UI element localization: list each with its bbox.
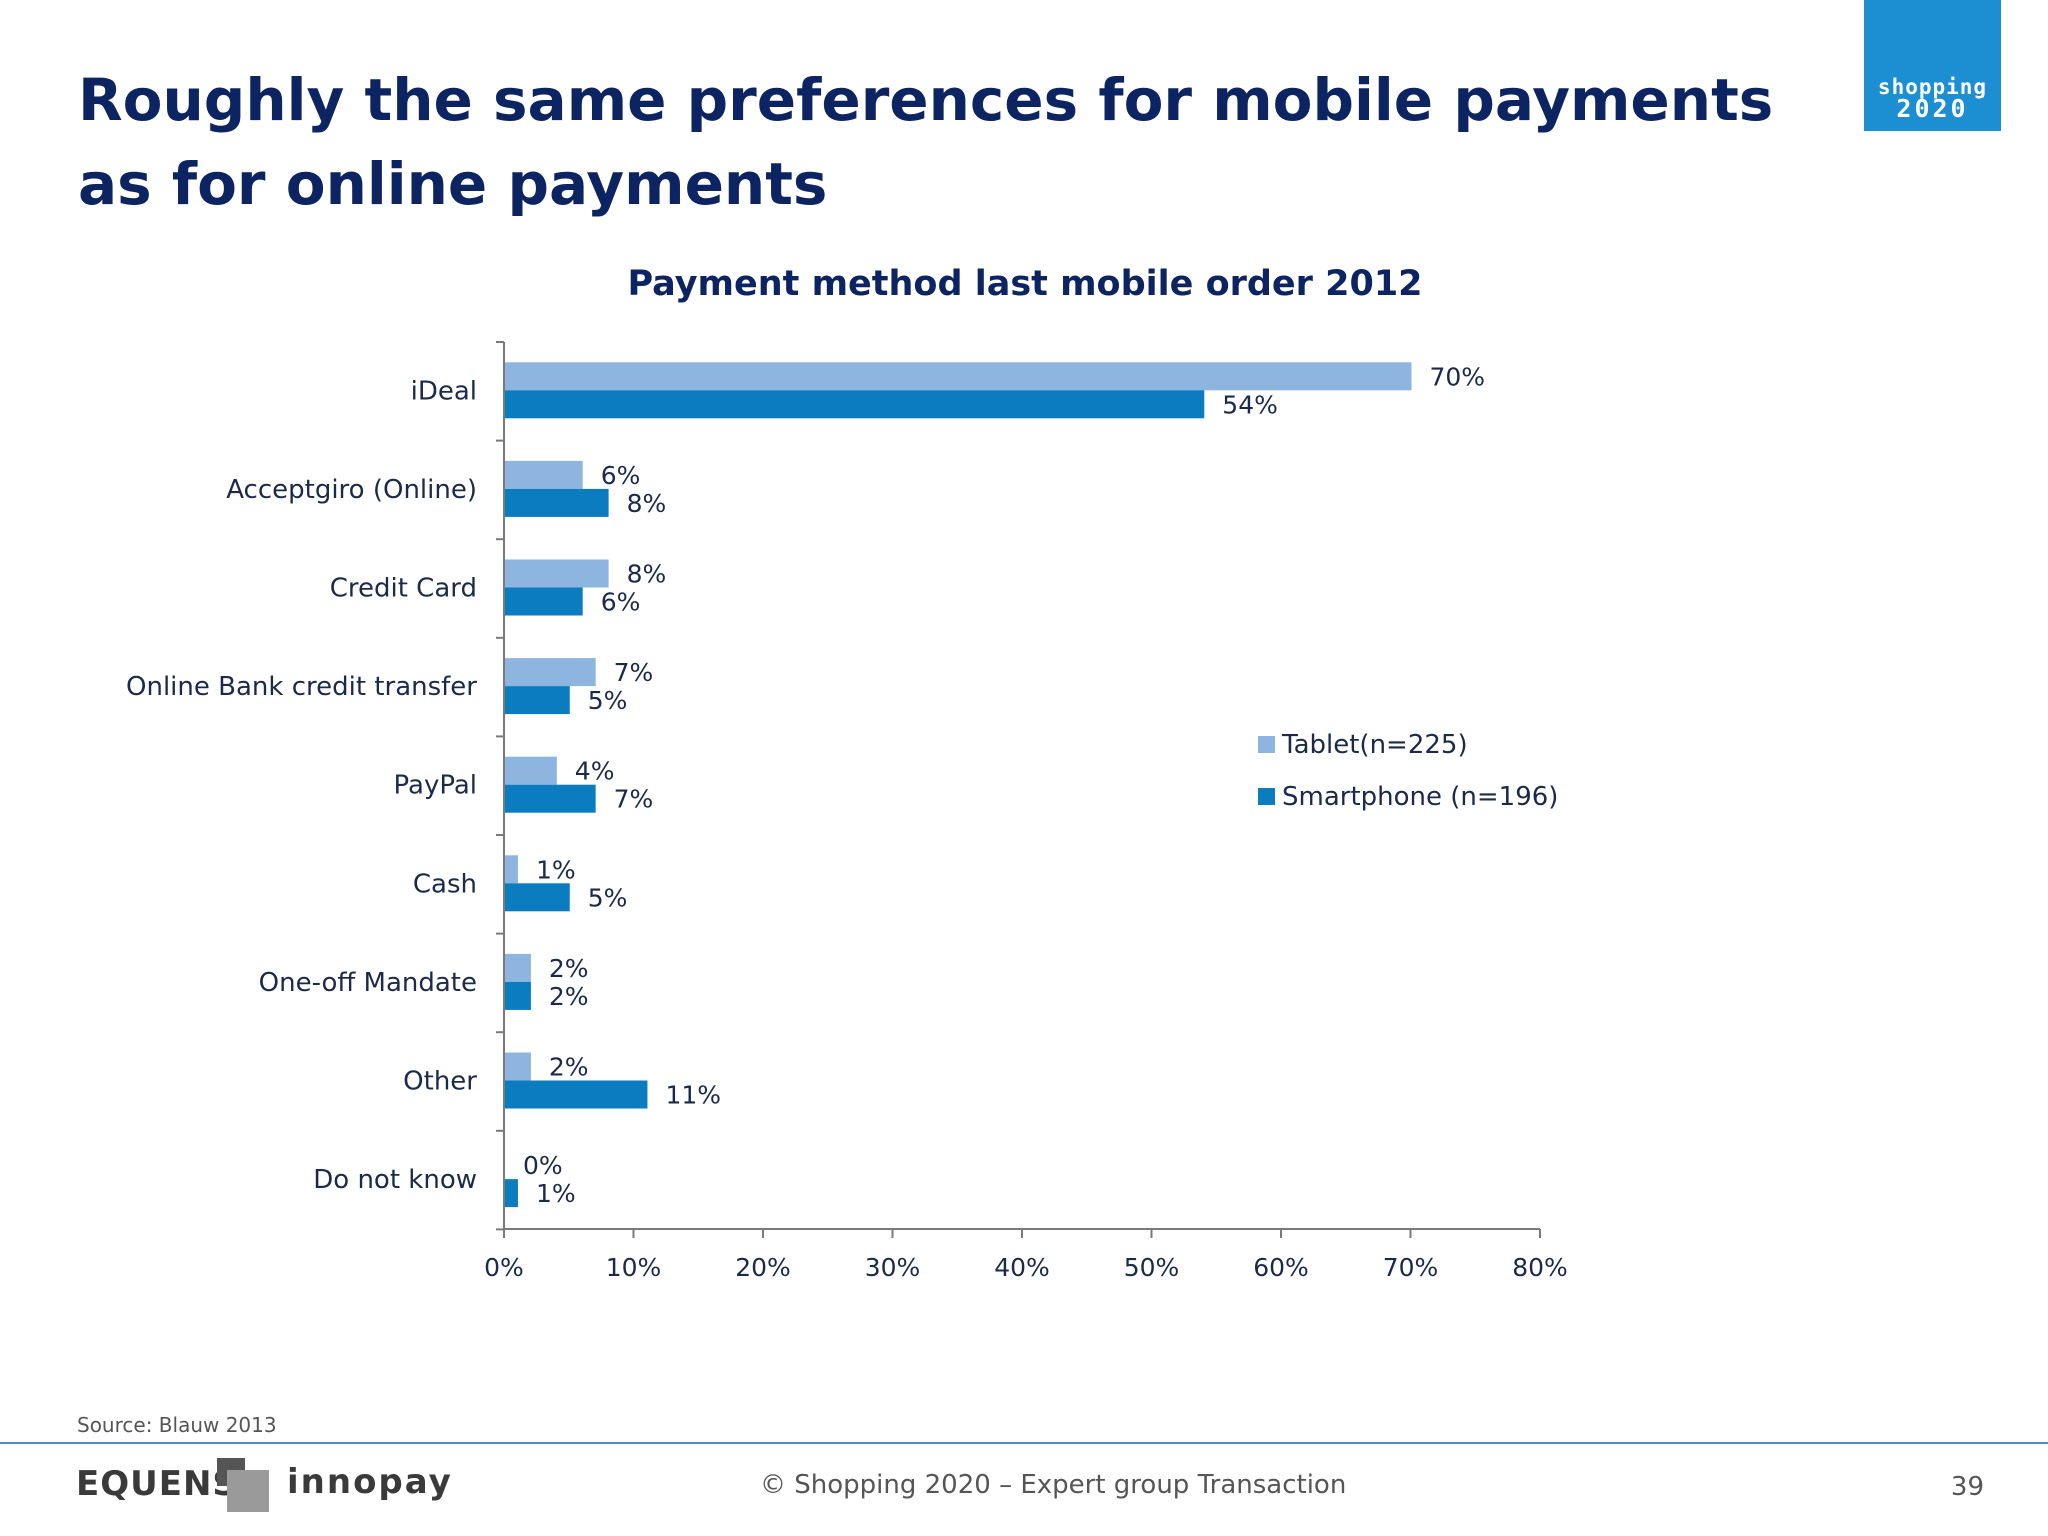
logo-line-1: shopping	[1877, 75, 1988, 99]
x-tick-label: 50%	[1124, 1253, 1180, 1282]
footer-divider	[0, 1442, 2048, 1444]
data-label: 8%	[627, 489, 667, 518]
bar-chart: Payment method last mobile order 2012 0%…	[126, 264, 1568, 1282]
slide-title: Roughly the same preferences for mobile …	[78, 66, 1774, 218]
bar-smartphone	[505, 784, 596, 813]
category-label: PayPal	[394, 771, 478, 801]
bar-smartphone	[505, 686, 570, 715]
bar-tablet	[505, 756, 557, 785]
pay-square-logo	[217, 1458, 269, 1512]
x-tick-label: 10%	[606, 1253, 662, 1282]
data-label: 6%	[601, 461, 641, 490]
bar-tablet	[505, 658, 596, 687]
bar-tablet	[505, 362, 1412, 391]
logo-line-2: 2020	[1896, 94, 1969, 123]
data-label: 54%	[1222, 390, 1278, 419]
bar-tablet	[505, 1052, 531, 1081]
bar-tablet	[505, 559, 609, 588]
shopping-2020-logo: shopping 2020	[1864, 0, 2001, 131]
x-tick-label: 40%	[994, 1253, 1050, 1282]
data-label: 70%	[1430, 362, 1486, 391]
data-label: 1%	[536, 1179, 576, 1208]
category-label: One-off Mandate	[259, 968, 477, 998]
category-label: Other	[403, 1067, 477, 1097]
bar-smartphone	[505, 1179, 518, 1208]
data-label: 2%	[549, 954, 589, 983]
bar-smartphone	[505, 587, 583, 616]
category-label: Online Bank credit transfer	[126, 672, 477, 702]
data-label: 5%	[588, 883, 628, 912]
x-tick-label: 30%	[865, 1253, 921, 1282]
data-label: 1%	[536, 855, 576, 884]
data-label: 7%	[614, 785, 654, 814]
category-label: Do not know	[313, 1165, 477, 1195]
data-label: 7%	[614, 658, 654, 687]
chart-title: Payment method last mobile order 2012	[627, 264, 1422, 304]
bar-smartphone	[505, 981, 531, 1010]
x-tick-label: 70%	[1383, 1253, 1439, 1282]
legend-label: Smartphone (n=196)	[1282, 782, 1558, 812]
data-label: 2%	[549, 1053, 589, 1082]
plot-area: 0% 10% 20% 30% 40% 50% 60% 70% 80% iDeal 70% 54% Acc…	[126, 341, 1568, 1282]
bar-tablet	[505, 953, 531, 982]
page-number: 39	[1950, 1472, 1984, 1502]
data-label: 8%	[627, 560, 667, 589]
bar-smartphone	[505, 883, 570, 912]
bar-tablet	[505, 855, 518, 884]
bar-smartphone	[505, 1080, 648, 1109]
x-tick-label: 80%	[1512, 1253, 1568, 1282]
category-label: Acceptgiro (Online)	[226, 475, 477, 505]
data-label: 0%	[523, 1151, 563, 1180]
copyright-text: © Shopping 2020 – Expert group Transacti…	[760, 1470, 1347, 1500]
x-tick-label: 0%	[484, 1253, 524, 1282]
chart-legend: Tablet(n=225) Smartphone (n=196)	[1258, 730, 1558, 812]
category-label: iDeal	[411, 376, 477, 406]
data-label: 4%	[575, 757, 615, 786]
legend-label: Tablet(n=225)	[1281, 730, 1468, 760]
legend-swatch-smartphone	[1258, 788, 1275, 805]
category-label: Credit Card	[330, 574, 477, 604]
bar-tablet	[505, 460, 583, 489]
data-label: 6%	[601, 588, 641, 617]
bar-smartphone	[505, 488, 609, 517]
x-tick-label: 60%	[1253, 1253, 1309, 1282]
x-tick-label: 20%	[735, 1253, 791, 1282]
legend-swatch-tablet	[1258, 736, 1275, 753]
bar-smartphone	[505, 390, 1205, 419]
equens-logo: EQUENS	[76, 1464, 238, 1504]
data-label: 5%	[588, 686, 628, 715]
innopay-logo: innopay	[287, 1462, 453, 1502]
source-note: Source: Blauw 2013	[77, 1413, 277, 1437]
category-label: Cash	[413, 869, 477, 899]
data-label: 11%	[665, 1081, 721, 1110]
data-label: 2%	[549, 982, 589, 1011]
